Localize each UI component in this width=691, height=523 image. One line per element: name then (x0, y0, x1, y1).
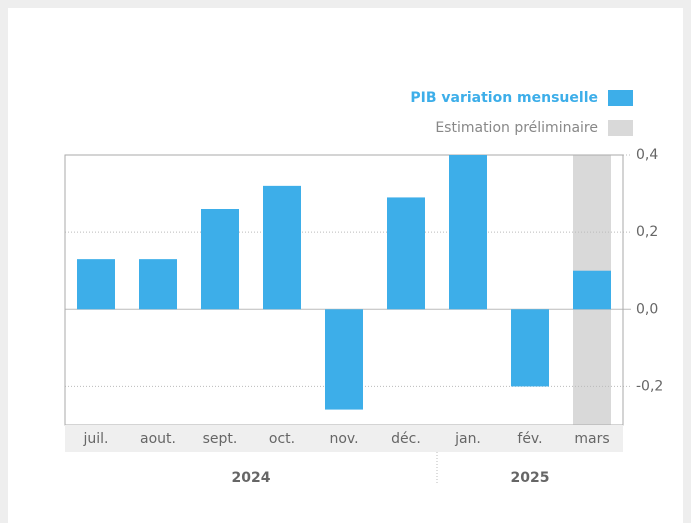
bar (387, 197, 425, 310)
bar (511, 309, 549, 387)
bar (77, 259, 115, 310)
legend-swatch (608, 90, 633, 106)
group-label: 2024 (232, 470, 271, 486)
legend-label: PIB variation mensuelle (410, 90, 598, 106)
bar (139, 259, 177, 310)
x-tick-label: mars (574, 431, 609, 447)
group-label: 2025 (511, 470, 550, 486)
bar (263, 185, 301, 310)
bar (573, 270, 611, 310)
x-tick-label: fév. (517, 431, 542, 447)
y-tick-label: 0,2 (636, 224, 658, 240)
bar (449, 155, 487, 310)
legend-swatch (608, 120, 633, 136)
x-tick-label: déc. (391, 431, 421, 447)
legend-label: Estimation préliminaire (435, 120, 598, 136)
bar (325, 309, 363, 410)
x-tick-label: jan. (454, 431, 481, 447)
bar (201, 209, 239, 310)
x-tick-label: nov. (329, 431, 358, 447)
y-tick-label: 0,0 (636, 301, 658, 317)
x-tick-label: oct. (269, 431, 295, 447)
x-tick-label: juil. (83, 431, 109, 447)
x-tick-label: sept. (203, 431, 238, 447)
x-tick-label: aout. (140, 431, 176, 447)
y-tick-label: 0,4 (636, 147, 658, 163)
category-strip (65, 425, 623, 452)
y-tick-label: -0,2 (636, 378, 663, 394)
